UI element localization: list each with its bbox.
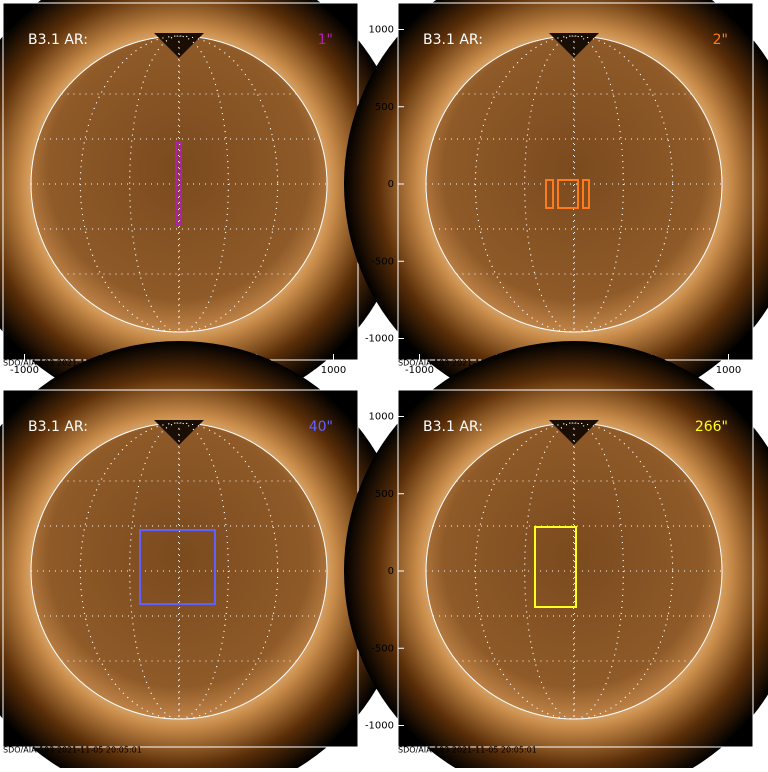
- polar-hole: [549, 33, 599, 58]
- longitude-line: [573, 35, 575, 333]
- y-tick-label: -1000: [365, 721, 394, 732]
- panel: B3.1 AR: 40" SDO/AIA 193 2021-11-05 20:05:…: [0, 341, 409, 768]
- y-tick-label: 500: [375, 102, 394, 113]
- footer: SDO/AIA 193 2021-11-05 20:05:01: [398, 359, 537, 368]
- polar-hole: [154, 420, 204, 445]
- longitude-line: [178, 35, 180, 333]
- size-label: 1": [318, 32, 333, 48]
- frame: [397, 389, 754, 748]
- polar-hole: [549, 420, 599, 445]
- size-label: 40": [309, 419, 333, 435]
- x-tick-label: 1000: [321, 365, 346, 376]
- y-tick-label: -500: [371, 256, 394, 267]
- size-label: 266": [695, 419, 728, 435]
- y-tick-label: -1000: [365, 334, 394, 345]
- polar-hole: [154, 33, 204, 58]
- footer: SDO/AIA 193 2021-11-05 20:05:01: [3, 359, 142, 368]
- longitude-line: [79, 422, 279, 720]
- y-tick-label: 1000: [369, 412, 394, 423]
- region-label: B3.1 AR:: [28, 32, 88, 48]
- region-box: [582, 179, 590, 209]
- footer: SDO/AIA 193 2021-11-05 20:05:01: [398, 746, 537, 755]
- region-label: B3.1 AR:: [423, 419, 483, 435]
- longitude-line: [178, 422, 180, 720]
- x-tick-label: -1000: [405, 365, 434, 376]
- longitude-line: [79, 35, 279, 333]
- region-box: [557, 179, 579, 209]
- size-label: 2": [713, 32, 728, 48]
- y-tick-label: 0: [388, 179, 394, 190]
- x-tick-label: -1000: [10, 365, 39, 376]
- region-label: B3.1 AR:: [423, 32, 483, 48]
- region-box: [545, 179, 554, 209]
- panel: B3.1 AR: 2" SDO/AIA 193 2021-11-05 20:05:0…: [344, 0, 768, 414]
- y-tick-label: 500: [375, 489, 394, 500]
- y-tick-label: -500: [371, 643, 394, 654]
- longitude-line: [474, 35, 674, 333]
- y-tick-label: 0: [388, 566, 394, 577]
- region-box: [175, 142, 182, 225]
- y-tick-label: 1000: [369, 25, 394, 36]
- panel: B3.1 AR: 266" SDO/AIA 193 2021-11-05 20:05…: [344, 341, 768, 768]
- longitude-line: [474, 422, 674, 720]
- longitude-line: [573, 422, 575, 720]
- footer: SDO/AIA 193 2021-11-05 20:05:01: [3, 746, 142, 755]
- region-box: [139, 529, 216, 605]
- x-tick-label: 1000: [716, 365, 741, 376]
- region-label: B3.1 AR:: [28, 419, 88, 435]
- panel: B3.1 AR: 1" SDO/AIA 193 2021-11-05 20:05:0…: [0, 0, 409, 414]
- region-box: [534, 526, 577, 608]
